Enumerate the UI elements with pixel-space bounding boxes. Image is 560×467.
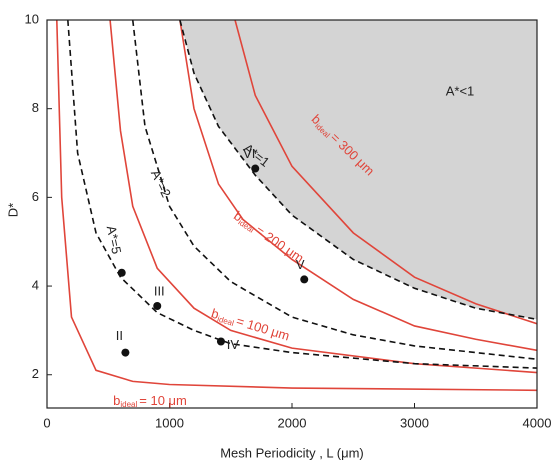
- x-tick-label: 2000: [278, 415, 307, 430]
- curve-label-sub: ideal: [120, 400, 137, 409]
- curve-label-rest: = 10 μm: [139, 393, 187, 408]
- curve: [67, 20, 537, 369]
- x-tick-label: 1000: [155, 415, 184, 430]
- plot-area: [56, 20, 537, 392]
- data-point: [216, 337, 225, 346]
- point-label: VI: [243, 146, 255, 161]
- y-tick-label: 6: [32, 189, 39, 204]
- curve-label: A*=2: [148, 167, 174, 199]
- data-point: [117, 268, 126, 277]
- x-tick-label: 4000: [523, 415, 552, 430]
- curve-label: A*=5: [104, 224, 125, 255]
- y-tick-label: 10: [25, 11, 39, 26]
- region-fill: [179, 20, 537, 320]
- annotation: A*<1: [446, 83, 475, 98]
- curve-label-sub: ideal: [216, 314, 235, 328]
- curve: [131, 20, 537, 361]
- curve-label-b: b: [113, 393, 120, 408]
- x-tick-label: 0: [43, 415, 50, 430]
- y-tick-label: 4: [32, 277, 39, 292]
- point-label: IV: [227, 337, 240, 352]
- curve: [109, 20, 537, 374]
- curve: [234, 20, 537, 325]
- curve: [179, 20, 537, 352]
- curve-label-sub: ideal: [236, 218, 255, 235]
- curve-label: bideal = 10 μm: [113, 393, 187, 409]
- data-point: [153, 302, 162, 311]
- data-point: [300, 275, 309, 284]
- y-tick-label: 8: [32, 100, 39, 115]
- curve-label-b: b: [209, 306, 220, 322]
- data-point: [251, 164, 260, 173]
- x-axis-title: Mesh Periodicity , L (μm): [220, 445, 364, 460]
- data-point: [121, 348, 130, 357]
- x-tick-label: 3000: [400, 415, 429, 430]
- point-label: III: [154, 283, 165, 298]
- y-tick-label: 2: [32, 366, 39, 381]
- curve: [56, 20, 537, 392]
- point-label: V: [296, 257, 305, 272]
- point-label: II: [116, 328, 123, 343]
- curve: [179, 20, 537, 321]
- y-axis-title: D*: [5, 203, 20, 217]
